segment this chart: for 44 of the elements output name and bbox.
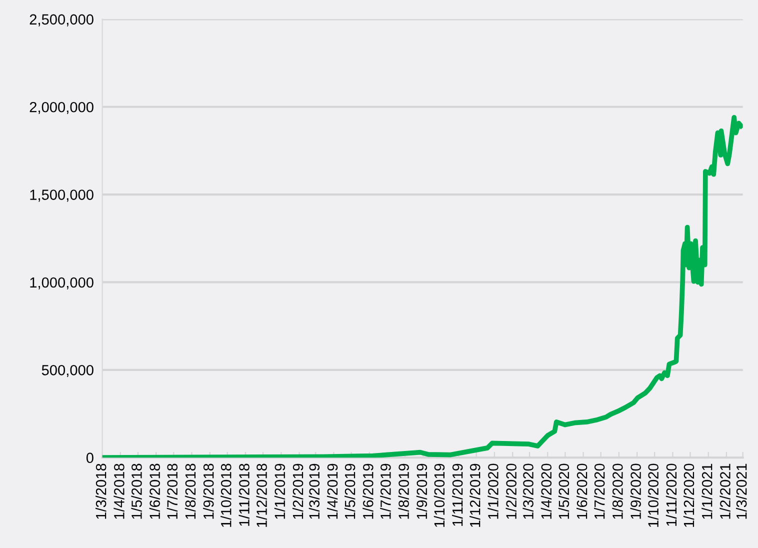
x-tick-label: 1/7/2020 bbox=[594, 464, 605, 519]
x-tick-label: 1/10/2018 bbox=[220, 464, 232, 527]
x-tick-label: 1/12/2020 bbox=[683, 464, 694, 527]
x-tick-label: 1/3/2019 bbox=[308, 464, 320, 519]
x-tick-label: 1/7/2019 bbox=[380, 464, 391, 519]
x-tick-label: 1/11/2018 bbox=[238, 464, 250, 526]
x-tick-label: 1/4/2018 bbox=[114, 464, 124, 519]
x-tick-label: 1/6/2020 bbox=[576, 464, 588, 519]
x-tick-label: 1/4/2020 bbox=[540, 464, 552, 519]
x-tick-label: 1/7/2018 bbox=[166, 464, 178, 519]
x-tick-label: 1/12/2018 bbox=[256, 464, 267, 527]
x-tick-label: 1/9/2019 bbox=[416, 464, 428, 519]
x-tick-label: 1/4/2019 bbox=[326, 464, 338, 519]
x-tick-label: 1/3/2021 bbox=[736, 464, 747, 519]
x-tick-label: 1/9/2020 bbox=[630, 464, 641, 519]
x-tick-label: 1/5/2019 bbox=[344, 464, 356, 519]
x-tick-label: 1/3/2018 bbox=[96, 464, 106, 519]
x-tick-label: 1/2/2020 bbox=[506, 464, 516, 519]
y-tick-label: 1,000,000 bbox=[30, 277, 94, 290]
x-tick-label: 1/5/2018 bbox=[131, 464, 142, 519]
x-tick-label: 1/1/2019 bbox=[274, 464, 286, 519]
x-tick-label: 1/6/2018 bbox=[149, 464, 160, 519]
x-tick-label: 1/5/2020 bbox=[558, 464, 570, 519]
x-tick-label: 1/8/2019 bbox=[398, 464, 409, 519]
y-tick-label: 1,500,000 bbox=[30, 190, 94, 202]
x-tick-label: 1/8/2018 bbox=[184, 464, 196, 519]
x-tick-label: 1/9/2018 bbox=[203, 464, 214, 519]
y-tick-label: 0 bbox=[86, 452, 94, 464]
x-tick-label: 1/6/2019 bbox=[362, 464, 374, 519]
x-tick-label: 1/1/2020 bbox=[488, 464, 498, 519]
x-tick-label: 1/12/2019 bbox=[470, 464, 480, 527]
x-tick-label: 1/3/2020 bbox=[522, 464, 534, 519]
x-tick-label: 1/10/2019 bbox=[434, 464, 445, 527]
x-tick-label: 1/11/2020 bbox=[666, 464, 677, 526]
x-tick-label: 1/11/2019 bbox=[452, 464, 463, 526]
y-tick-label: 2,500,000 bbox=[30, 14, 94, 26]
y-tick-label: 500,000 bbox=[42, 365, 94, 378]
x-tick-label: 1/2/2021 bbox=[720, 464, 730, 519]
line-series bbox=[102, 114, 743, 458]
y-tick-label: 2,000,000 bbox=[30, 102, 94, 114]
x-tick-label: 1/1/2021 bbox=[702, 464, 712, 519]
x-tick-label: 1/8/2020 bbox=[612, 464, 623, 519]
x-tick-label: 1/2/2019 bbox=[292, 464, 304, 519]
x-tick-label: 1/10/2020 bbox=[648, 464, 659, 527]
